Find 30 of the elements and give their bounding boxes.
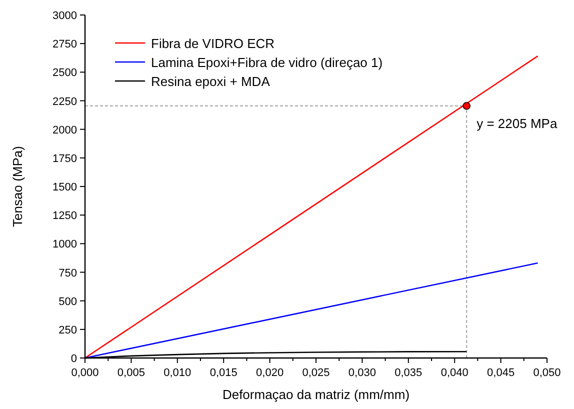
- x-tick-label: 0,035: [394, 367, 422, 379]
- y-tick-label: 2250: [52, 96, 77, 108]
- x-tick-label: 0,030: [348, 367, 376, 379]
- x-tick-label: 0,025: [302, 367, 330, 379]
- y-tick-label: 1750: [52, 152, 77, 165]
- y-tick-label: 2750: [52, 38, 77, 51]
- legend-label: Resina epoxi + MDA: [151, 74, 270, 89]
- y-tick-label: 2000: [52, 124, 77, 136]
- x-tick-label: 0,040: [440, 367, 468, 379]
- x-tick-label: 0,010: [164, 367, 192, 379]
- legend-label: Fibra de VIDRO ECR: [151, 36, 275, 51]
- x-tick-label: 0,020: [256, 367, 284, 379]
- y-axis-title: Tensao (MPa): [10, 146, 25, 227]
- y-tick-label: 750: [58, 267, 77, 280]
- y-tick-label: 1500: [52, 182, 77, 194]
- y-tick-label: 0: [70, 353, 77, 365]
- y-tick-label: 2500: [52, 67, 77, 80]
- legend-label: Lamina Epoxi+Fibra de vidro (direçao 1): [151, 55, 383, 70]
- x-tick-label: 0,045: [487, 367, 515, 379]
- y-tick-label: 1000: [52, 238, 77, 251]
- y-tick-label: 500: [58, 296, 77, 308]
- x-tick-label: 0,000: [71, 367, 99, 379]
- x-tick-label: 0,015: [210, 367, 238, 379]
- annotation: y = 2205 MPa: [476, 116, 558, 131]
- y-tick-label: 3000: [52, 10, 77, 22]
- x-axis-title: Deformaçao da matriz (mm/mm): [222, 387, 410, 402]
- x-tick-label: 0,005: [117, 367, 145, 379]
- x-tick-label: 0,050: [533, 367, 561, 379]
- y-tick-label: 250: [58, 324, 77, 336]
- y-tick-label: 1250: [52, 210, 77, 222]
